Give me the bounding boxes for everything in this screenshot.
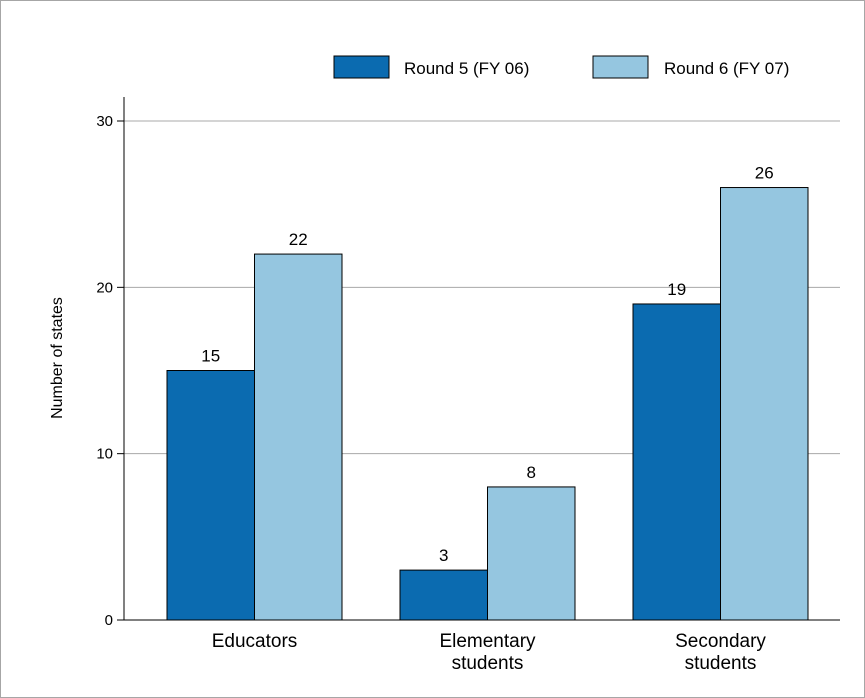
data-label: 3 bbox=[439, 546, 448, 565]
x-tick-label: Secondary students bbox=[675, 631, 766, 674]
data-label: 22 bbox=[289, 230, 308, 249]
y-tick-label: 10 bbox=[96, 446, 113, 463]
bar bbox=[254, 253, 343, 621]
bar bbox=[399, 569, 488, 621]
legend-swatch bbox=[333, 55, 390, 79]
data-label: 8 bbox=[527, 463, 536, 482]
y-tick-label: 30 bbox=[96, 113, 113, 130]
legend-label: Round 6 (FY 07) bbox=[664, 59, 789, 78]
bar bbox=[166, 370, 255, 621]
x-tick-label: Elementary students bbox=[439, 631, 536, 674]
bars bbox=[166, 187, 809, 621]
bar bbox=[720, 187, 809, 621]
data-labels: 15 22 3 8 19 26 bbox=[201, 164, 773, 566]
legend-label: Round 5 (FY 06) bbox=[404, 59, 529, 78]
y-tick-label: 20 bbox=[96, 279, 113, 296]
legend: Round 5 (FY 06) Round 6 (FY 07) bbox=[333, 55, 789, 79]
legend-swatch bbox=[592, 55, 649, 79]
data-label: 15 bbox=[201, 347, 220, 366]
x-tick-label: Educators bbox=[212, 631, 298, 652]
x-axis-categories: Educators Elementary students Secondary stud… bbox=[212, 631, 767, 674]
bar bbox=[632, 303, 721, 621]
data-label: 19 bbox=[667, 280, 686, 299]
y-tick-label: 0 bbox=[105, 612, 113, 629]
bar bbox=[487, 486, 576, 621]
y-axis-title: Number of states bbox=[49, 297, 66, 419]
data-label: 26 bbox=[755, 164, 774, 183]
